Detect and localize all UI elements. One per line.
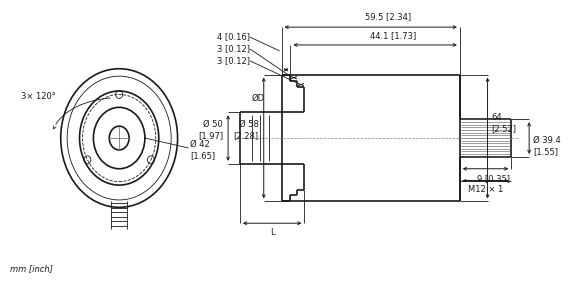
Text: L: L: [270, 228, 274, 237]
Text: Ø 50
[1.97]: Ø 50 [1.97]: [198, 120, 223, 140]
Text: 44.1 [1.73]: 44.1 [1.73]: [370, 31, 416, 40]
Text: Ø 39.4
[1.55]: Ø 39.4 [1.55]: [533, 136, 561, 156]
Text: 59.5 [2.34]: 59.5 [2.34]: [365, 12, 411, 21]
Text: 3× 120°: 3× 120°: [20, 92, 55, 101]
Text: 4 [0.16]: 4 [0.16]: [217, 33, 250, 41]
Text: Ø 58
[2.28]: Ø 58 [2.28]: [234, 120, 259, 140]
Text: ØD: ØD: [251, 94, 265, 102]
Text: 9 [0.35]: 9 [0.35]: [477, 174, 510, 183]
Text: mm [inch]: mm [inch]: [10, 264, 53, 273]
Text: 3 [0.12]: 3 [0.12]: [217, 44, 250, 53]
Text: 3 [0.12]: 3 [0.12]: [217, 56, 250, 65]
Text: M12 × 1: M12 × 1: [468, 184, 503, 194]
Text: 64
[2.52]: 64 [2.52]: [492, 113, 517, 133]
Text: Ø 42
[1.65]: Ø 42 [1.65]: [191, 140, 216, 160]
